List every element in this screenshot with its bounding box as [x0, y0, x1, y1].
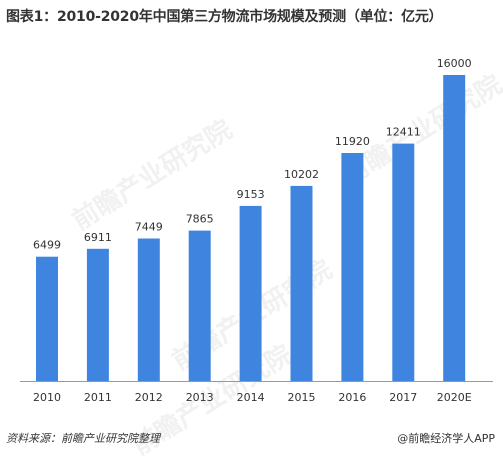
data-label-2016: 11920 — [335, 135, 370, 148]
data-label-2012: 7449 — [135, 221, 163, 234]
bar-2011 — [86, 248, 109, 381]
source-note: 资料来源：前瞻产业研究院整理 — [6, 432, 160, 445]
brand-label: @前瞻经济学人APP — [397, 432, 495, 445]
bar-2020E — [443, 75, 466, 381]
bar-2017 — [392, 143, 415, 381]
data-label-2014: 9153 — [237, 188, 265, 201]
x-tick-label-2012: 2012 — [135, 391, 163, 404]
chart-title: 图表1：2010-2020年中国第三方物流市场规模及预测（单位：亿元） — [6, 9, 443, 25]
x-tick-label-2014: 2014 — [237, 391, 265, 404]
data-label-2010: 6499 — [33, 239, 61, 252]
x-tick-label-2010: 2010 — [33, 391, 61, 404]
x-tick-label-2017: 2017 — [389, 391, 417, 404]
x-tick-label-2020E: 2020E — [437, 391, 472, 404]
x-tick-label-2015: 2015 — [288, 391, 316, 404]
data-label-2020E: 16000 — [437, 57, 472, 70]
x-tick-label-2016: 2016 — [338, 391, 366, 404]
x-tick-label-2011: 2011 — [84, 391, 112, 404]
data-label-2015: 10202 — [284, 168, 319, 181]
bar-2013 — [188, 230, 211, 381]
bar-2015 — [290, 185, 313, 381]
data-label-2013: 7865 — [186, 213, 214, 226]
bar-2014 — [239, 205, 262, 381]
bar-2012 — [137, 238, 160, 381]
bar-2010 — [36, 256, 58, 381]
bar-2016 — [341, 153, 364, 381]
data-label-2011: 6911 — [84, 231, 112, 244]
x-tick-label-2013: 2013 — [186, 391, 214, 404]
data-label-2017: 12411 — [386, 126, 421, 139]
